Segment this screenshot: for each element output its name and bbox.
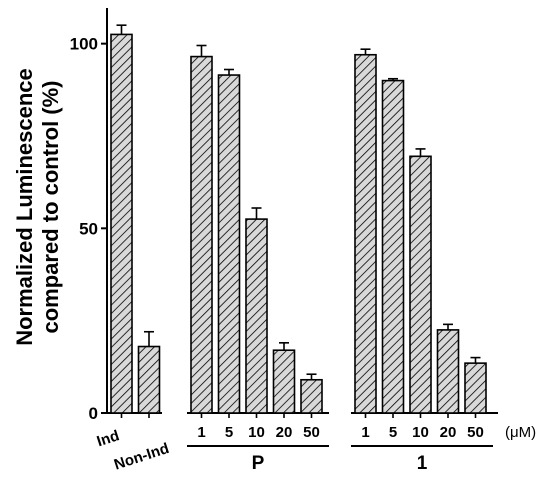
x-tick-label: 20 bbox=[276, 424, 293, 441]
x-tick-label: 5 bbox=[225, 424, 233, 441]
y-tick-label: 0 bbox=[89, 404, 98, 423]
x-tick-label: 1 bbox=[197, 424, 205, 441]
x-tick-label: 5 bbox=[389, 424, 397, 441]
bar bbox=[190, 55, 213, 414]
x-tick-label: 10 bbox=[248, 424, 265, 441]
bar bbox=[409, 155, 432, 414]
bar bbox=[245, 218, 268, 414]
group-label: 1 bbox=[417, 453, 428, 474]
x-tick-label: 50 bbox=[303, 424, 320, 441]
bar bbox=[300, 378, 323, 414]
x-tick-label: 20 bbox=[440, 424, 457, 441]
x-tick-label: 10 bbox=[412, 424, 429, 441]
bar bbox=[354, 53, 377, 414]
x-tick-label: 1 bbox=[361, 424, 369, 441]
unit-label: (μM) bbox=[505, 424, 536, 441]
x-tick-label: 50 bbox=[467, 424, 484, 441]
bar bbox=[436, 329, 460, 414]
bar bbox=[381, 79, 405, 414]
y-tick-label: 50 bbox=[79, 219, 98, 238]
y-axis-title-line2: compared to control (%) bbox=[38, 80, 63, 333]
bar bbox=[464, 362, 487, 414]
y-axis-title-line1: Normalized Luminescence bbox=[12, 68, 37, 346]
x-tick-label: Ind bbox=[95, 427, 122, 450]
bar bbox=[110, 33, 133, 414]
bar bbox=[137, 345, 161, 414]
bar bbox=[217, 74, 241, 414]
y-tick-label: 100 bbox=[70, 35, 98, 54]
x-tick-label: Non-Ind bbox=[112, 440, 171, 474]
bar bbox=[272, 349, 296, 414]
group-label: P bbox=[252, 453, 265, 474]
